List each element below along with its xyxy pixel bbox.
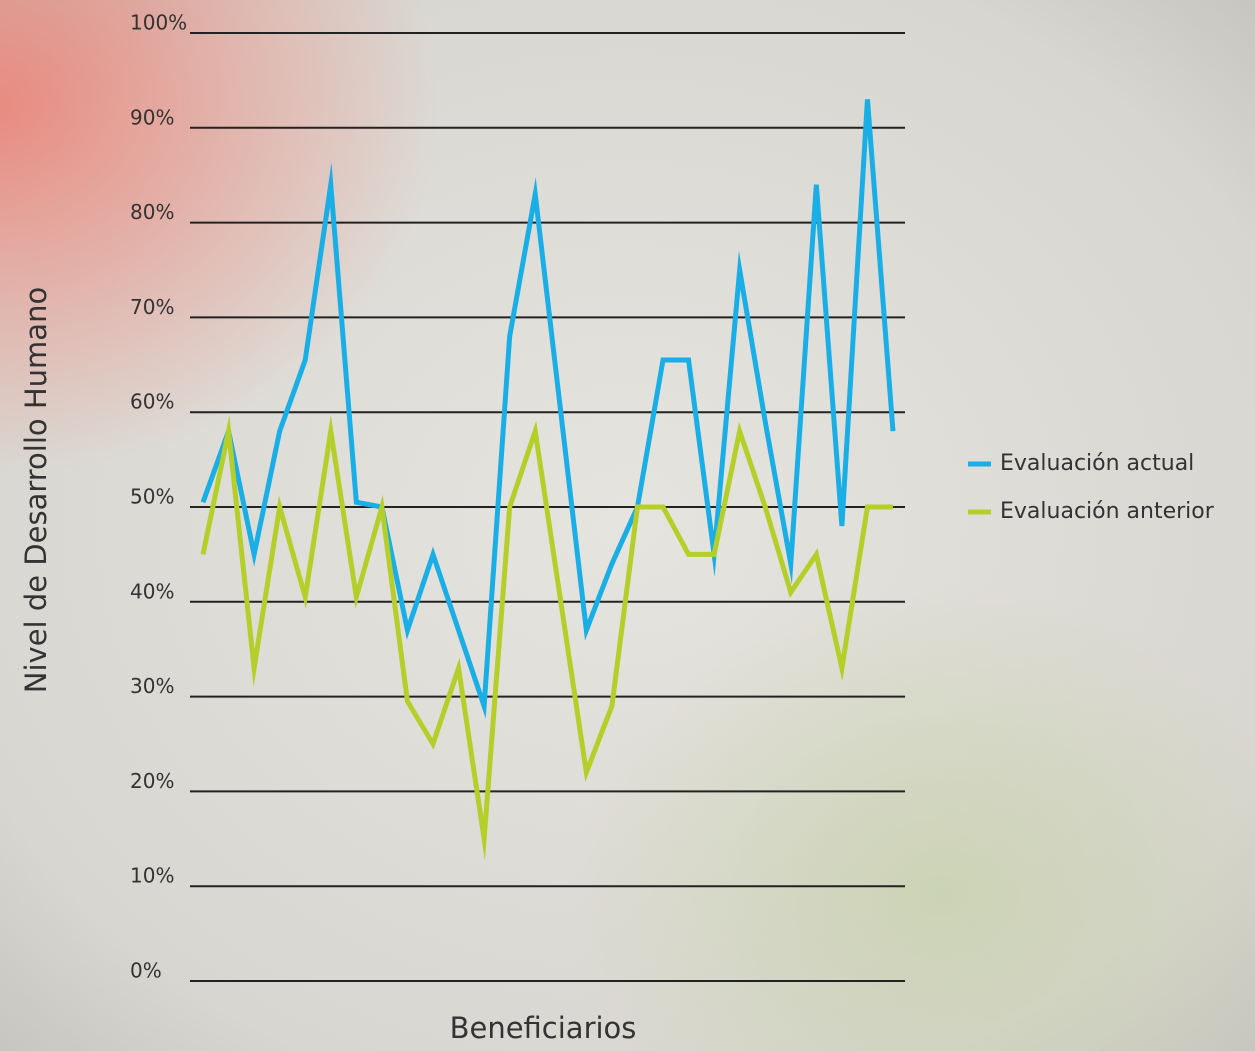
series-line	[200, 414, 893, 862]
y-tick-label: 70%	[130, 295, 174, 319]
legend-label: Evaluación actual	[1000, 451, 1194, 476]
y-axis-label: Nivel de Desarrollo Humano	[19, 287, 53, 693]
series-line	[200, 99, 896, 719]
y-tick-label: 80%	[130, 200, 174, 224]
y-tick-label: 0%	[130, 959, 162, 983]
y-tick-label: 20%	[130, 769, 174, 793]
y-tick-label: 10%	[130, 864, 174, 888]
y-tick-label: 50%	[130, 485, 174, 509]
y-tick-label: 90%	[130, 105, 174, 129]
y-tick-label: 30%	[130, 674, 174, 698]
legend-label: Evaluación anterior	[1000, 499, 1215, 524]
y-tick-label: 40%	[130, 579, 174, 603]
y-tick-label: 60%	[130, 390, 174, 414]
y-tick-label: 100%	[130, 11, 187, 35]
x-axis-label: Beneficiarios	[450, 1011, 637, 1045]
